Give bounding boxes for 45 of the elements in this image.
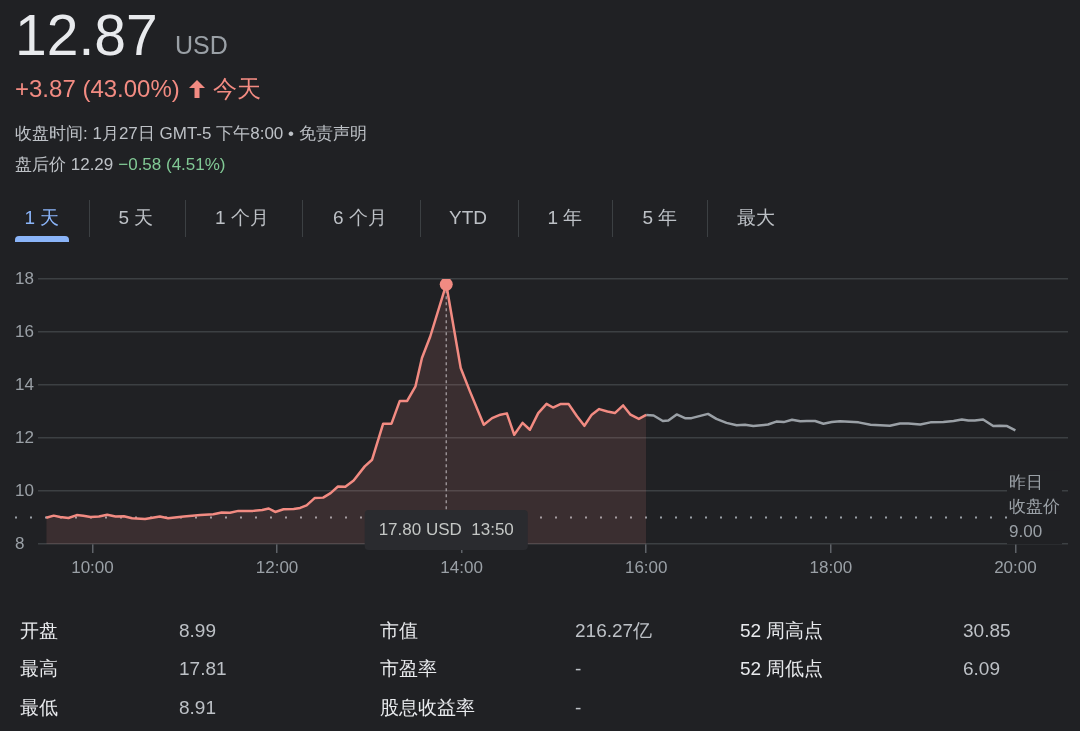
text: 52 周低点 — [740, 658, 824, 679]
text: 8.91 — [179, 697, 216, 718]
text: 市值 — [380, 620, 418, 641]
text: - — [575, 658, 582, 679]
x-tick-label: 14:00 — [440, 557, 483, 577]
chart-title: 12.87 — [15, 3, 158, 67]
text: 1 个月 — [215, 207, 269, 228]
text: 6 个月 — [333, 207, 387, 228]
text: +3.87 (43.00%) — [15, 75, 180, 102]
y-tick-label: 12 — [15, 427, 34, 447]
text: 6.09 — [963, 658, 1000, 679]
text: 最高 — [20, 658, 58, 679]
x-tick-label: 20:00 — [994, 557, 1037, 577]
text: 收盘时间: 1月27日 GMT-5 下午8:00 • 免责声明 — [15, 124, 367, 143]
x-tick-label: 10:00 — [71, 557, 114, 577]
text: 5 天 — [118, 207, 154, 228]
y-tick-label: 18 — [15, 268, 34, 288]
text: 盘后价 12.29 — [15, 154, 114, 174]
x-tick-label: 18:00 — [809, 557, 853, 577]
text: 30.85 — [963, 620, 1011, 641]
text: 股息收益率 — [380, 697, 475, 718]
text: 开盘 — [20, 620, 58, 641]
text: 216.27亿 — [575, 620, 653, 641]
text: −0.58 (4.51%) — [118, 154, 226, 174]
y-tick-label: 8 — [15, 533, 25, 553]
ref-line-label: 昨日收盘价 9.00 — [1009, 472, 1060, 541]
text: 市盈率 — [380, 658, 437, 679]
text: 52 周高点 — [740, 620, 824, 641]
text: 1 天 — [24, 207, 60, 228]
text: 17.81 — [179, 658, 227, 679]
x-tick-label: 16:00 — [624, 557, 668, 577]
y-tick-label: 10 — [15, 480, 34, 500]
annotation: 17.80 USD 13:50 — [378, 519, 514, 539]
x-tick-label: 12:00 — [255, 557, 299, 577]
text: 8.99 — [179, 620, 216, 641]
text: - — [575, 697, 582, 718]
text: 最低 — [20, 697, 58, 718]
text: 最大 — [737, 207, 775, 228]
text: USD — [175, 31, 228, 59]
y-tick-label: 14 — [15, 374, 34, 394]
text: 1 年 — [547, 207, 583, 228]
y-tick-label: 16 — [15, 321, 34, 341]
text: 5 年 — [642, 207, 678, 228]
text: YTD — [449, 207, 487, 228]
text: 今天 — [212, 75, 261, 102]
